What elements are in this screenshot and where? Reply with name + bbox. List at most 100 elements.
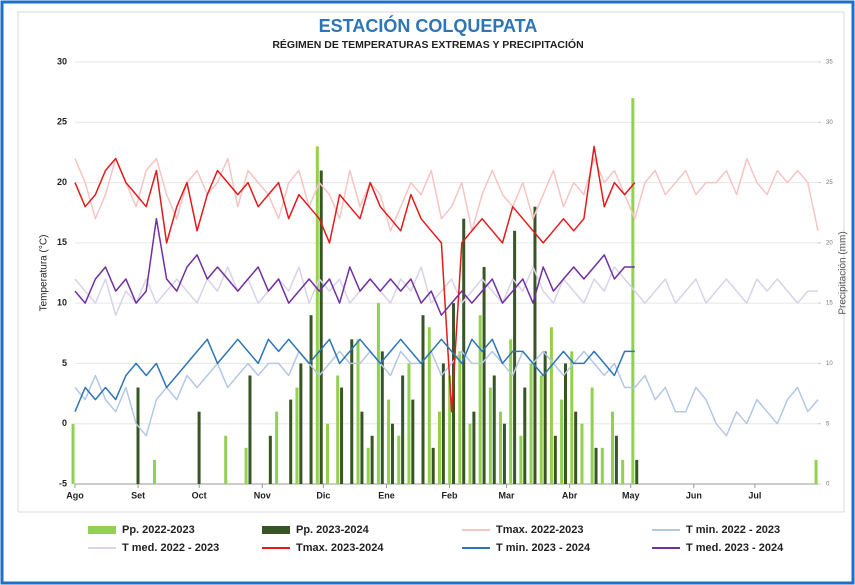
precip-bar bbox=[366, 447, 370, 484]
precip-bar bbox=[390, 423, 394, 484]
precip-bar bbox=[152, 459, 156, 484]
precip-bar bbox=[340, 387, 344, 484]
y2-tick-label: 15 bbox=[826, 301, 833, 307]
x-tick-label: Ago bbox=[66, 490, 84, 500]
precip-bar bbox=[560, 399, 564, 484]
precip-bar bbox=[407, 363, 411, 484]
x-tick-label: Nov bbox=[254, 490, 271, 500]
precip-bar bbox=[468, 423, 472, 484]
temp-line bbox=[74, 338, 635, 412]
x-tick-label: Dic bbox=[316, 490, 330, 500]
precip-bar bbox=[502, 423, 506, 484]
precip-bar bbox=[539, 375, 543, 484]
temp-line bbox=[74, 350, 819, 437]
temp-line bbox=[74, 266, 818, 316]
y-tick-label: 10 bbox=[57, 298, 67, 308]
precip-bar bbox=[563, 363, 567, 484]
precip-bar bbox=[376, 303, 380, 484]
legend-label: T med. 2022 - 2023 bbox=[122, 542, 219, 554]
precip-bar bbox=[401, 375, 405, 484]
precip-bar bbox=[441, 363, 445, 484]
legend-label: Tmax. 2023-2024 bbox=[296, 542, 384, 554]
x-tick-label: Set bbox=[131, 490, 145, 500]
precip-bar bbox=[397, 435, 401, 484]
y-tick-label: 20 bbox=[57, 177, 67, 187]
precip-bar bbox=[315, 146, 319, 484]
temp-line bbox=[74, 217, 635, 316]
precip-bar bbox=[458, 351, 462, 484]
precip-bar bbox=[814, 459, 818, 484]
precip-bar bbox=[326, 423, 330, 484]
precip-bar bbox=[295, 387, 299, 484]
precip-bar bbox=[387, 399, 391, 484]
y-axis-label: Temperatura (°C) bbox=[39, 235, 50, 312]
legend-swatch bbox=[262, 526, 290, 534]
precip-bar bbox=[275, 411, 279, 484]
legend-label: Pp. 2022-2023 bbox=[122, 524, 195, 536]
precip-bar bbox=[610, 411, 614, 484]
precip-bar bbox=[570, 351, 574, 484]
legend-label: Pp. 2023-2024 bbox=[296, 524, 370, 536]
precip-bar bbox=[380, 351, 384, 484]
precip-bar bbox=[350, 339, 354, 484]
precip-bar bbox=[319, 170, 323, 484]
precip-bar bbox=[523, 387, 527, 484]
x-tick-label: Feb bbox=[442, 490, 459, 500]
precip-bar bbox=[543, 351, 547, 484]
legend-label: T med. 2023 - 2024 bbox=[686, 542, 784, 554]
temp-line bbox=[74, 145, 636, 413]
precip-bar bbox=[590, 387, 594, 484]
precip-bar bbox=[513, 230, 517, 484]
y-tick-label: 30 bbox=[57, 56, 67, 66]
precip-bar bbox=[360, 411, 364, 484]
precip-bar bbox=[411, 399, 415, 484]
precip-bar bbox=[299, 363, 303, 484]
precip-bar bbox=[492, 375, 496, 484]
precip-bar bbox=[427, 327, 431, 484]
x-tick-label: Ene bbox=[378, 490, 395, 500]
precip-bar bbox=[224, 435, 228, 484]
y2-tick-label: 25 bbox=[826, 180, 833, 186]
precip-bar bbox=[370, 435, 374, 484]
legend-label: T min. 2022 - 2023 bbox=[686, 524, 780, 536]
y2-tick-label: 10 bbox=[826, 361, 833, 367]
y-tick-label: 0 bbox=[62, 418, 67, 428]
y2-axis-label: Precipitación (mm) bbox=[838, 231, 849, 314]
precip-bar bbox=[197, 411, 201, 484]
precip-bar bbox=[268, 435, 272, 484]
plot-frame bbox=[17, 11, 845, 513]
precip-bar bbox=[452, 303, 456, 484]
precip-bar bbox=[553, 435, 557, 484]
precip-bar bbox=[631, 98, 635, 485]
precip-bar bbox=[533, 206, 537, 484]
precip-bar bbox=[574, 411, 578, 484]
y2-tick-label: 20 bbox=[826, 240, 833, 246]
x-tick-label: May bbox=[622, 490, 640, 500]
x-tick-label: Jul bbox=[748, 490, 761, 500]
x-tick-label: Abr bbox=[562, 490, 578, 500]
precip-bar bbox=[136, 387, 140, 484]
precip-bar bbox=[462, 218, 466, 484]
precip-bar bbox=[431, 447, 435, 484]
y-tick-label: 5 bbox=[62, 358, 67, 368]
temp-line bbox=[74, 157, 819, 232]
legend-label: T min. 2023 - 2024 bbox=[496, 542, 591, 554]
legend-swatch bbox=[88, 526, 116, 534]
precip-bar bbox=[289, 399, 293, 484]
precip-bar bbox=[509, 339, 513, 484]
precip-bar bbox=[437, 411, 441, 484]
precip-bar bbox=[309, 315, 313, 484]
x-tick-label: Jun bbox=[686, 490, 702, 500]
y-tick-label: 15 bbox=[57, 237, 67, 247]
y2-tick-label: 5 bbox=[826, 421, 830, 427]
precip-bar bbox=[71, 423, 75, 484]
y-tick-label: -5 bbox=[59, 478, 67, 488]
precip-bar bbox=[549, 327, 553, 484]
precip-bar bbox=[488, 387, 492, 484]
precip-bar bbox=[448, 375, 452, 484]
chart-title: ESTACIÓN COLQUEPATA bbox=[319, 15, 538, 36]
y-tick-label: 25 bbox=[57, 117, 67, 127]
precip-bar bbox=[482, 266, 486, 484]
precip-bar bbox=[635, 459, 639, 484]
